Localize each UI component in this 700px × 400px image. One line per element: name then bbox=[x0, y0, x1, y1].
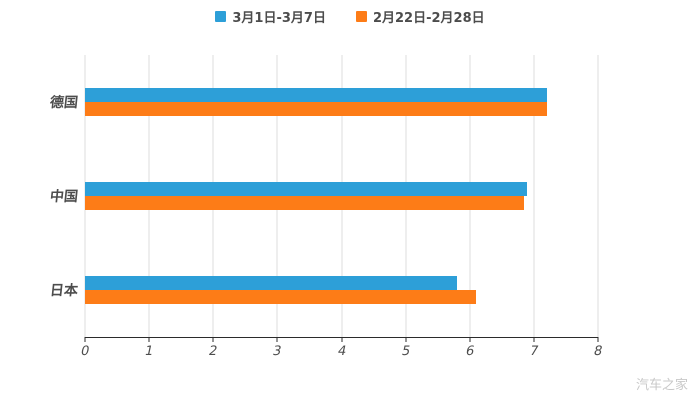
x-axis-labels: 0 1 2 3 4 5 6 7 8 bbox=[79, 344, 603, 364]
legend-item-1[interactable]: 2月22日-2月28日 bbox=[355, 7, 485, 26]
x-tick-label: 4 bbox=[335, 344, 348, 359]
axis-tick bbox=[469, 337, 471, 342]
bar-s0-c2[interactable] bbox=[85, 276, 457, 290]
bar-s1-c2[interactable] bbox=[85, 290, 477, 304]
y-category-label: 中国 bbox=[49, 189, 79, 205]
legend-label: 2月22日-2月28日 bbox=[372, 11, 485, 26]
x-tick-label: 6 bbox=[464, 344, 476, 359]
x-tick-label: 7 bbox=[528, 344, 540, 359]
axis-tick bbox=[84, 337, 86, 342]
x-tick-label: 5 bbox=[399, 344, 412, 359]
x-tick-label: 8 bbox=[592, 344, 604, 359]
legend-swatch-icon bbox=[355, 11, 367, 22]
axis-tick bbox=[597, 337, 599, 342]
x-tick-label: 3 bbox=[271, 344, 284, 359]
axis-tick bbox=[212, 337, 214, 342]
legend: 3月1日-3月7日 2月22日-2月28日 bbox=[0, 7, 700, 26]
gridline bbox=[597, 55, 599, 337]
axis-tick bbox=[276, 337, 278, 342]
legend-label: 3月1日-3月7日 bbox=[232, 11, 326, 26]
plot-area bbox=[84, 55, 599, 342]
bar-s1-c0[interactable] bbox=[85, 102, 547, 116]
watermark: 汽车之家 bbox=[635, 378, 688, 393]
bar-s0-c0[interactable] bbox=[85, 88, 547, 102]
axis-tick bbox=[405, 337, 407, 342]
x-tick-label: 0 bbox=[79, 344, 91, 359]
y-category-label: 德国 bbox=[49, 95, 79, 111]
axis-tick bbox=[148, 337, 150, 342]
legend-swatch-icon bbox=[215, 11, 227, 22]
bar-s0-c1[interactable] bbox=[85, 182, 528, 196]
legend-item-0[interactable]: 3月1日-3月7日 bbox=[215, 7, 326, 26]
y-category-label: 日本 bbox=[49, 283, 79, 299]
x-tick-label: 2 bbox=[207, 344, 219, 359]
bars-layer bbox=[85, 55, 598, 337]
gridline bbox=[533, 55, 535, 337]
bar-s1-c1[interactable] bbox=[85, 196, 525, 210]
axis-tick bbox=[533, 337, 535, 342]
axis-tick bbox=[341, 337, 342, 342]
x-tick-label: 1 bbox=[143, 344, 155, 359]
